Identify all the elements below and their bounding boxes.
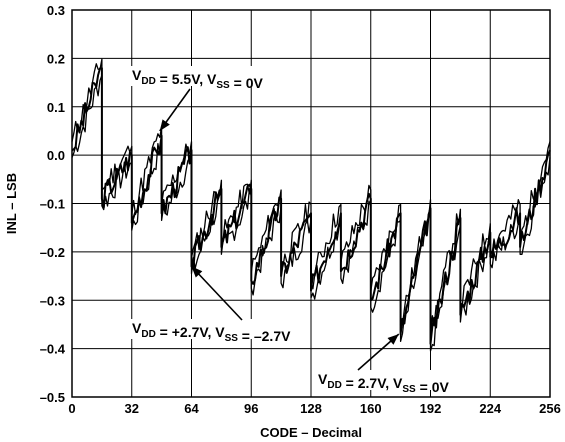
x-tick-label: 256 — [539, 401, 561, 416]
x-axis-label: CODE – Decimal — [260, 425, 362, 440]
x-tick-label: 64 — [184, 401, 199, 416]
x-tick-label: 32 — [125, 401, 139, 416]
x-tick-label: 0 — [68, 401, 75, 416]
x-tick-label: 160 — [360, 401, 382, 416]
y-tick-label: –0.3 — [40, 293, 65, 308]
annotation-arrowhead — [159, 119, 170, 131]
y-tick-labels: 0.3 0.2 0.1 0.0 –0.1 –0.2 –0.3 –0.4 –0.5 — [40, 3, 66, 405]
y-tick-label: 0.1 — [47, 100, 65, 115]
y-tick-label: –0.5 — [40, 390, 65, 405]
annotation-label: VDD = +2.7V, VSS = –2.7V — [132, 320, 291, 344]
annotation-background — [129, 66, 267, 86]
y-tick-label: –0.2 — [40, 245, 65, 260]
series-layer — [71, 58, 551, 352]
y-axis-label: INL – LSB — [4, 173, 19, 234]
annotation-label: VDD = 2.7V, VSS = 0V — [318, 371, 449, 395]
annotation-background — [315, 370, 453, 390]
annotation-label: VDD = 5.5V, VSS = 0V — [132, 67, 263, 91]
annotations: VDD = 5.5V, VSS = 0V VDD = +2.7V, VSS = –… — [129, 66, 453, 395]
annotation-arrowhead — [191, 266, 203, 278]
annotation-arrow-line — [190, 265, 243, 321]
x-tick-label: 192 — [420, 401, 442, 416]
x-tick-label: 224 — [479, 401, 501, 416]
plot-frame — [71, 9, 551, 398]
y-tick-label: –0.4 — [40, 342, 66, 357]
y-tick-label: –0.1 — [40, 197, 65, 212]
x-tick-labels: 0 32 64 96 128 160 192 224 256 — [68, 401, 560, 416]
inl-series-line — [71, 58, 551, 336]
annotation-background — [129, 319, 295, 339]
annotation-arrowhead — [387, 334, 399, 345]
y-tick-label: 0.2 — [47, 51, 65, 66]
x-tick-label: 96 — [244, 401, 258, 416]
x-tick-label: 128 — [300, 401, 322, 416]
y-tick-label: 0.0 — [47, 148, 65, 163]
y-tick-label: 0.3 — [47, 3, 65, 18]
